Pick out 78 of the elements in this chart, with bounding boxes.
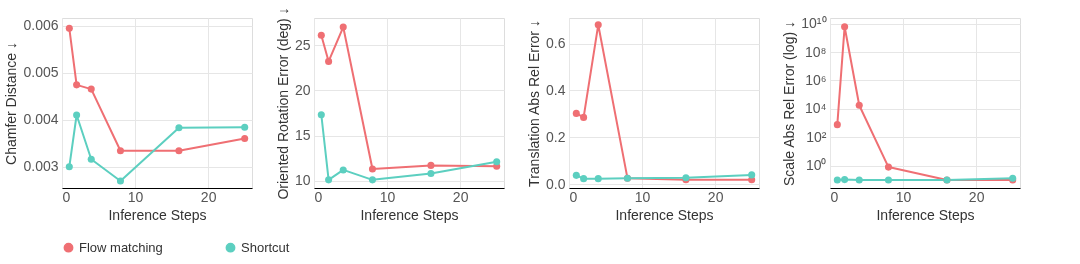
x-tick-label: 10 <box>127 188 144 205</box>
point <box>116 177 124 185</box>
y-axis-title: Scale Abs Rel Error (log) ↓ <box>781 21 798 186</box>
legend-label: Shortcut <box>241 239 290 255</box>
y-tick-label: 20 <box>294 81 311 98</box>
y-tick-label: 25 <box>294 36 311 53</box>
y-tick-label: 10¹⁰ <box>801 15 827 32</box>
point <box>748 171 756 179</box>
x-tick-label: 0 <box>830 188 839 205</box>
y-tick-label: 0.0 <box>546 175 566 192</box>
y-tick-label: 0.005 <box>23 64 59 81</box>
point <box>116 147 124 155</box>
y-tick-label: 0.6 <box>546 35 566 52</box>
legend-label: Flow matching <box>79 239 163 255</box>
x-tick-label: 20 <box>707 188 724 205</box>
point <box>580 113 588 121</box>
point <box>339 23 347 31</box>
point <box>580 175 588 183</box>
x-axis-title: Inference Steps <box>360 206 459 223</box>
point <box>833 176 841 184</box>
y-tick-label: 15 <box>294 127 311 144</box>
point <box>325 176 333 184</box>
y-tick-label: 0.006 <box>23 17 59 34</box>
y-tick-label: 10 <box>294 172 311 189</box>
point <box>594 175 602 183</box>
point <box>339 166 347 174</box>
point <box>65 163 73 171</box>
y-axis-title: Translation Abs Rel Error ↓ <box>526 20 543 187</box>
point <box>884 163 892 171</box>
point <box>594 21 602 29</box>
point <box>175 147 183 155</box>
point <box>493 158 501 166</box>
y-tick-label: 0.4 <box>546 81 566 98</box>
point <box>325 57 333 65</box>
point <box>855 176 863 184</box>
x-axis-title: Inference Steps <box>108 206 207 223</box>
y-tick-label: 0.003 <box>23 158 59 175</box>
y-tick-label: 10⁶ <box>805 71 827 88</box>
x-tick-label: 10 <box>379 188 396 205</box>
y-axis-title: Oriented Rotation Error (deg) ↓ <box>274 7 291 200</box>
point <box>73 111 81 119</box>
x-tick-label: 10 <box>895 188 912 205</box>
point <box>841 23 849 31</box>
x-tick-label: 20 <box>452 188 469 205</box>
x-axis-title: Inference Steps <box>876 206 975 223</box>
y-tick-label: 10² <box>806 128 827 145</box>
y-axis-title: Chamfer Distance ↓ <box>3 42 20 165</box>
y-tick-label: 0.2 <box>546 128 566 145</box>
x-tick-label: 0 <box>314 188 323 205</box>
point <box>317 111 325 119</box>
point <box>884 176 892 184</box>
point <box>572 109 580 117</box>
y-tick-label: 0.004 <box>23 111 59 128</box>
point <box>841 176 849 184</box>
point <box>175 124 183 132</box>
y-tick-label: 10⁴ <box>804 100 827 117</box>
point <box>87 85 95 93</box>
point <box>241 135 249 143</box>
x-axis-title: Inference Steps <box>615 206 714 223</box>
x-tick-label: 0 <box>62 188 71 205</box>
x-tick-label: 0 <box>569 188 578 205</box>
point <box>73 81 81 89</box>
point <box>833 121 841 129</box>
y-tick-label: 10⁰ <box>805 157 827 174</box>
point <box>855 101 863 109</box>
x-tick-label: 10 <box>634 188 651 205</box>
x-tick-label: 20 <box>968 188 985 205</box>
y-tick-label: 10⁸ <box>805 43 827 60</box>
point <box>427 170 435 178</box>
point <box>317 31 325 39</box>
point <box>241 123 249 131</box>
point <box>368 176 376 184</box>
point <box>368 165 376 173</box>
point <box>427 161 435 169</box>
point <box>87 155 95 163</box>
x-tick-label: 20 <box>200 188 217 205</box>
point <box>65 24 73 32</box>
point <box>572 171 580 179</box>
